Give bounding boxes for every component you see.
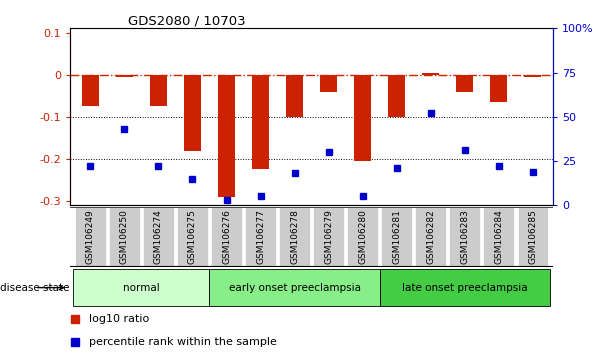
Text: GSM106282: GSM106282 <box>426 209 435 264</box>
FancyBboxPatch shape <box>245 207 276 266</box>
Text: disease state: disease state <box>0 282 69 293</box>
Bar <box>116 75 133 77</box>
Bar <box>422 73 439 75</box>
Text: GSM106283: GSM106283 <box>460 209 469 264</box>
FancyBboxPatch shape <box>177 207 208 266</box>
FancyBboxPatch shape <box>483 207 514 266</box>
Bar <box>388 75 405 117</box>
Text: normal: normal <box>123 282 160 293</box>
FancyBboxPatch shape <box>210 269 379 306</box>
Bar <box>218 75 235 197</box>
FancyBboxPatch shape <box>313 207 344 266</box>
Text: GSM106278: GSM106278 <box>290 209 299 264</box>
Text: GSM106285: GSM106285 <box>528 209 537 264</box>
Text: GSM106250: GSM106250 <box>120 209 129 264</box>
Text: GSM106249: GSM106249 <box>86 209 95 264</box>
Bar <box>524 75 541 77</box>
Text: GSM106274: GSM106274 <box>154 209 163 264</box>
Bar <box>354 75 371 161</box>
FancyBboxPatch shape <box>449 207 480 266</box>
FancyBboxPatch shape <box>75 207 106 266</box>
FancyBboxPatch shape <box>211 207 242 266</box>
Text: GDS2080 / 10703: GDS2080 / 10703 <box>128 14 246 27</box>
Bar <box>456 75 473 92</box>
Text: log10 ratio: log10 ratio <box>89 314 150 324</box>
FancyBboxPatch shape <box>381 207 412 266</box>
FancyBboxPatch shape <box>109 207 140 266</box>
Text: percentile rank within the sample: percentile rank within the sample <box>89 337 277 347</box>
Bar <box>184 75 201 150</box>
Bar <box>320 75 337 92</box>
FancyBboxPatch shape <box>143 207 174 266</box>
FancyBboxPatch shape <box>415 207 446 266</box>
Text: late onset preeclampsia: late onset preeclampsia <box>402 282 528 293</box>
Bar <box>490 75 507 102</box>
Text: GSM106276: GSM106276 <box>222 209 231 264</box>
FancyBboxPatch shape <box>74 269 210 306</box>
Text: GSM106281: GSM106281 <box>392 209 401 264</box>
Text: GSM106280: GSM106280 <box>358 209 367 264</box>
FancyBboxPatch shape <box>279 207 310 266</box>
Bar <box>286 75 303 117</box>
FancyBboxPatch shape <box>347 207 378 266</box>
Text: GSM106275: GSM106275 <box>188 209 197 264</box>
Text: GSM106279: GSM106279 <box>324 209 333 264</box>
Bar <box>150 75 167 106</box>
Text: GSM106284: GSM106284 <box>494 209 503 264</box>
Bar <box>82 75 99 106</box>
FancyBboxPatch shape <box>379 269 550 306</box>
Bar <box>252 75 269 170</box>
Text: GSM106277: GSM106277 <box>256 209 265 264</box>
FancyBboxPatch shape <box>517 207 548 266</box>
Text: early onset preeclampsia: early onset preeclampsia <box>229 282 361 293</box>
